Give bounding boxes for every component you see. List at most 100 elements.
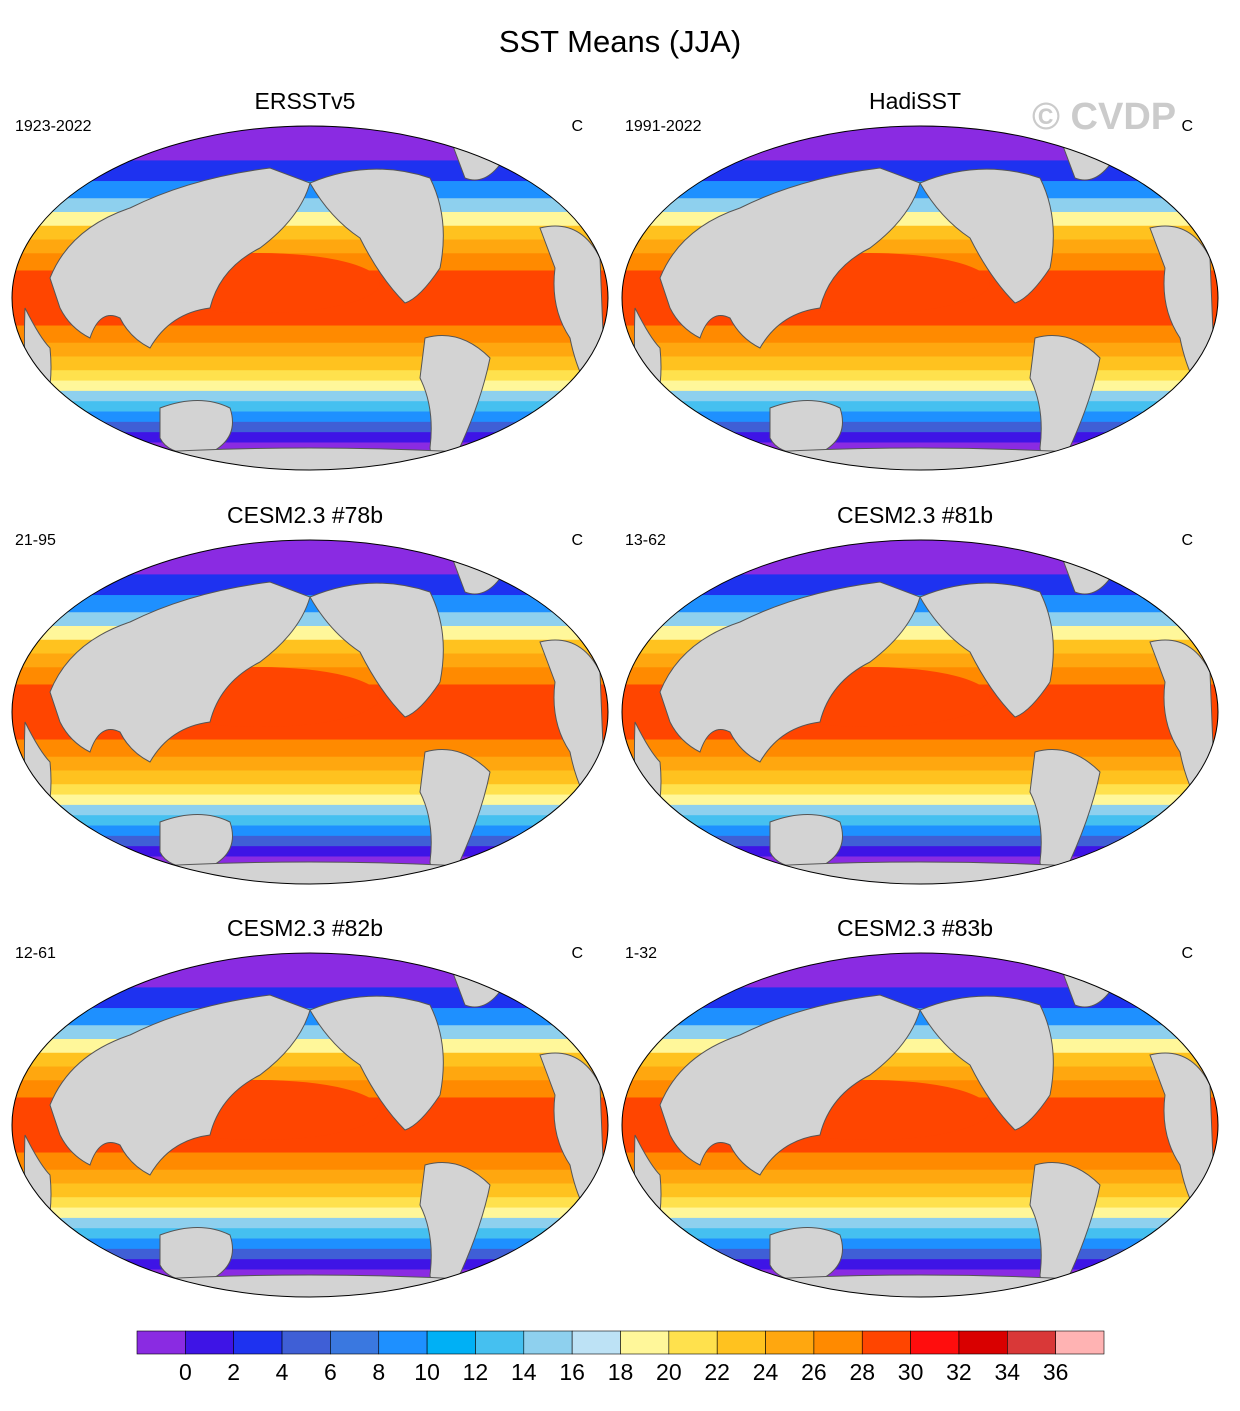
panel-period: 1923-2022 xyxy=(15,118,92,135)
land xyxy=(159,1227,233,1282)
panel-period: 13-62 xyxy=(625,532,666,549)
sst-band xyxy=(12,390,608,403)
panel-period: 12-61 xyxy=(15,945,56,962)
sst-map xyxy=(621,952,1219,1298)
map-border xyxy=(11,125,609,471)
colorbar-label: 6 xyxy=(324,1359,337,1385)
colorbar-label: 10 xyxy=(414,1359,440,1385)
colorbar-box xyxy=(281,1330,331,1355)
land xyxy=(159,814,233,869)
colorbar-box xyxy=(958,1330,1008,1355)
sst-band xyxy=(12,1197,608,1209)
map-border xyxy=(11,952,609,1298)
sst-band xyxy=(12,1259,608,1271)
sst-band xyxy=(622,1238,1218,1250)
colorbar-label: 24 xyxy=(753,1359,779,1385)
sst-band xyxy=(12,756,608,772)
land xyxy=(919,168,1054,304)
sst-band xyxy=(12,835,608,848)
sst-band xyxy=(622,825,1218,837)
colorbar-label: 8 xyxy=(372,1359,385,1385)
map-border xyxy=(621,952,1219,1298)
sst-band xyxy=(622,1228,1218,1240)
land xyxy=(919,582,1054,718)
sst-band xyxy=(622,540,1218,576)
colorbar-box xyxy=(523,1330,573,1355)
colorbar-box xyxy=(233,1330,283,1355)
colorbar-box xyxy=(910,1330,960,1355)
sst-band xyxy=(12,794,608,806)
panel-period: 21-95 xyxy=(15,532,56,549)
sst-band xyxy=(622,835,1218,848)
sst-band xyxy=(12,1248,608,1261)
sst-band xyxy=(622,126,1218,162)
panel-title: HadiSST xyxy=(868,88,962,114)
sst-band xyxy=(12,739,608,758)
sst-band xyxy=(12,1238,608,1250)
panel-period: 1991-2022 xyxy=(625,118,702,135)
land xyxy=(159,400,233,455)
sst-band xyxy=(622,1183,1218,1199)
sst-band xyxy=(12,1152,608,1171)
sst-band xyxy=(12,421,608,434)
colorbar-box xyxy=(571,1330,621,1355)
colorbar-box xyxy=(1006,1330,1056,1355)
colorbar-label: 28 xyxy=(849,1359,875,1385)
sst-band xyxy=(622,198,1218,213)
sst-band xyxy=(622,160,1218,183)
sst-band xyxy=(12,953,608,989)
colorbar-box xyxy=(378,1330,428,1355)
map-panel: HadiSST 1991-2022 C xyxy=(615,88,1219,488)
colorbar-box xyxy=(1055,1330,1105,1355)
sst-band xyxy=(622,1025,1218,1040)
colorbar-label: 14 xyxy=(511,1359,537,1385)
sst-band xyxy=(12,574,608,597)
sst-band xyxy=(12,370,608,382)
sst-band xyxy=(12,815,608,827)
colorbar-box xyxy=(765,1330,815,1355)
main-title: SST Means (JJA) xyxy=(498,24,742,59)
land xyxy=(68,1274,552,1297)
sst-band xyxy=(622,411,1218,423)
sst-band xyxy=(622,804,1218,817)
sst-band xyxy=(12,987,608,1010)
land xyxy=(678,861,1162,884)
colorbar-label: 2 xyxy=(227,1359,240,1385)
sst-band xyxy=(12,342,608,358)
map-border xyxy=(621,125,1219,471)
panel-title: CESM2.3 #82b xyxy=(227,915,383,941)
sst-band xyxy=(622,846,1218,858)
colorbar-box xyxy=(716,1330,766,1355)
sst-band xyxy=(12,1025,608,1040)
land xyxy=(769,1227,843,1282)
map-panel: CESM2.3 #81b 13-62 C xyxy=(615,502,1219,902)
panel-title: CESM2.3 #83b xyxy=(837,915,993,941)
sst-band xyxy=(12,1183,608,1199)
land xyxy=(678,1274,1162,1297)
colorbar-label: 0 xyxy=(179,1359,192,1385)
sst-band xyxy=(622,1248,1218,1261)
sst-band xyxy=(12,198,608,213)
colorbar-label: 34 xyxy=(995,1359,1021,1385)
sst-band xyxy=(12,380,608,392)
land xyxy=(68,447,552,470)
colorbar-box xyxy=(475,1330,525,1355)
sst-band xyxy=(12,804,608,817)
sst-map xyxy=(621,539,1219,885)
land xyxy=(68,861,552,884)
sst-band xyxy=(622,784,1218,796)
colorbar-label: 30 xyxy=(898,1359,924,1385)
colorbar-label: 4 xyxy=(276,1359,289,1385)
sst-band xyxy=(622,370,1218,382)
sst-map xyxy=(621,125,1219,471)
sst-band xyxy=(622,1217,1218,1230)
watermark: © CVDP xyxy=(1032,96,1177,138)
land xyxy=(309,168,444,304)
sst-band xyxy=(12,160,608,183)
sst-band xyxy=(622,390,1218,403)
land xyxy=(309,995,444,1131)
land xyxy=(659,167,921,349)
colorbar-box xyxy=(668,1330,718,1355)
map-panel: ERSSTv5 1923-2022 C xyxy=(5,88,609,488)
colorbar-box xyxy=(426,1330,476,1355)
